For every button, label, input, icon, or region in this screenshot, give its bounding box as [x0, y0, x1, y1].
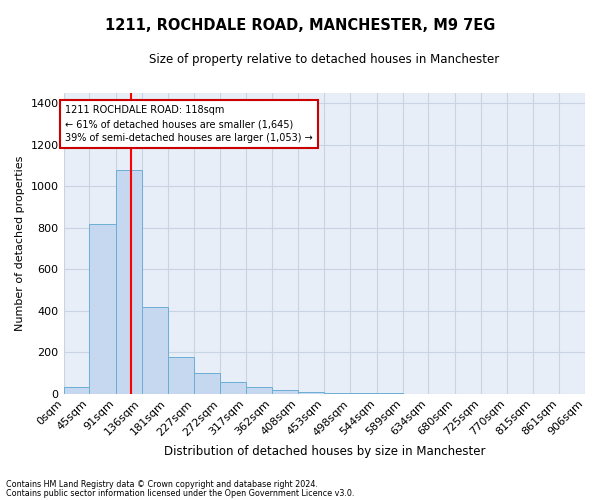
- Bar: [246, 388, 272, 394]
- Text: 1211, ROCHDALE ROAD, MANCHESTER, M9 7EG: 1211, ROCHDALE ROAD, MANCHESTER, M9 7EG: [105, 18, 495, 32]
- Text: 1211 ROCHDALE ROAD: 118sqm
← 61% of detached houses are smaller (1,645)
39% of s: 1211 ROCHDALE ROAD: 118sqm ← 61% of deta…: [65, 105, 313, 143]
- Bar: [272, 390, 298, 394]
- Bar: [89, 224, 116, 394]
- Bar: [324, 392, 350, 394]
- Bar: [64, 388, 89, 394]
- Y-axis label: Number of detached properties: Number of detached properties: [15, 156, 25, 331]
- Bar: [220, 382, 246, 394]
- Bar: [194, 373, 220, 394]
- Bar: [142, 306, 168, 394]
- Text: Contains public sector information licensed under the Open Government Licence v3: Contains public sector information licen…: [6, 488, 355, 498]
- Title: Size of property relative to detached houses in Manchester: Size of property relative to detached ho…: [149, 52, 499, 66]
- Bar: [168, 358, 194, 394]
- Bar: [298, 392, 324, 394]
- Text: Contains HM Land Registry data © Crown copyright and database right 2024.: Contains HM Land Registry data © Crown c…: [6, 480, 318, 489]
- Bar: [116, 170, 142, 394]
- Bar: [350, 393, 377, 394]
- X-axis label: Distribution of detached houses by size in Manchester: Distribution of detached houses by size …: [164, 444, 485, 458]
